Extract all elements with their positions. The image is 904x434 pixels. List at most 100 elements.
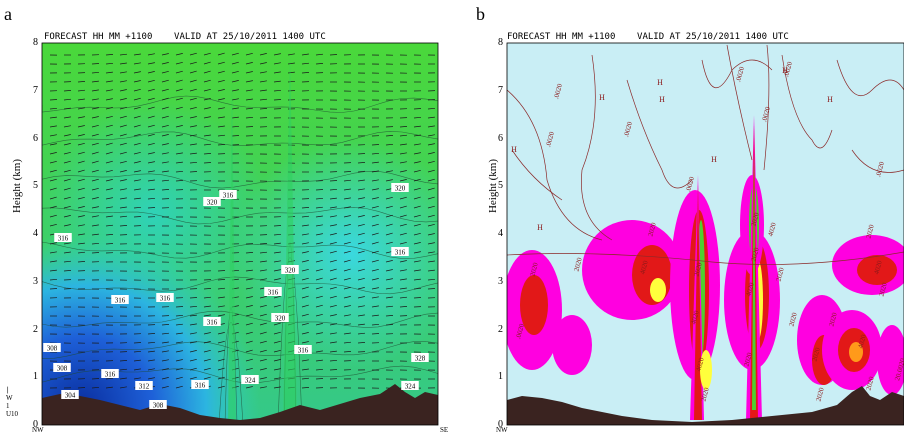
wind-arrow (343, 277, 351, 281)
wind-arrow (91, 107, 99, 110)
wind-arrow (259, 80, 267, 83)
wind-arrow (147, 197, 156, 200)
wind-arrow (63, 215, 71, 218)
wind-arrow (371, 144, 380, 146)
wind-arrow (119, 206, 127, 209)
wind-arrow (413, 143, 421, 146)
panel-b: b FORECAST HH MM +1100 VALID AT 25/10/20… (452, 0, 904, 434)
wind-arrow (329, 268, 337, 272)
wind-arrow (217, 89, 225, 92)
contour-label-bg (294, 345, 312, 354)
wind-arrow (413, 287, 422, 290)
wind-arrow (175, 53, 183, 56)
wind-arrow (273, 304, 281, 308)
wind-arrow (245, 287, 253, 290)
wind-arrow (217, 116, 225, 119)
wind-arrow (105, 188, 113, 191)
wind-arrow (343, 171, 352, 173)
wind-arrow (343, 197, 351, 200)
wind-arrow (77, 98, 85, 101)
wind-arrow (189, 297, 198, 299)
wind-legend: ∣ W 1 U10 (6, 386, 18, 418)
wind-arrow (77, 107, 85, 110)
wind-arrow (63, 125, 71, 128)
wind-arrow (203, 143, 212, 146)
wind-arrow (77, 142, 85, 146)
wind-arrow (105, 243, 114, 245)
wind-arrow (147, 124, 155, 128)
wind-arrow (77, 251, 86, 254)
contour-label-bg (241, 375, 259, 384)
wind-arrow (161, 359, 169, 362)
wind-arrow (315, 268, 323, 272)
wind-arrow (413, 251, 421, 254)
wind-arrow (385, 324, 394, 326)
contour-label: 20.0020 (893, 357, 904, 382)
wind-arrow (133, 88, 141, 92)
y-tick-label: 1 (498, 371, 503, 383)
y-tick-label: 0 (498, 419, 503, 430)
precip-region (700, 350, 712, 390)
contour-label: .0020 (622, 120, 634, 138)
wind-arrow (385, 232, 393, 236)
wind-arrow (385, 143, 394, 146)
wind-arrow (175, 170, 184, 173)
wind-arrow (161, 189, 170, 191)
wind-arrow (147, 97, 155, 101)
wind-arrow (315, 242, 323, 245)
wind-arrow (189, 143, 197, 146)
wind-arrow (133, 161, 141, 164)
wind-arrow (385, 278, 393, 281)
wind-arrow (203, 162, 212, 164)
wind-arrow (49, 288, 58, 290)
wind-arrow (105, 160, 113, 164)
contour-label: 320 (285, 267, 296, 275)
wind-arrow (77, 187, 85, 191)
wind-arrow (301, 251, 309, 254)
wind-arrow (231, 107, 239, 110)
wind-arrow (49, 99, 58, 101)
wind-arrow (245, 269, 253, 272)
wind-arrow (147, 142, 155, 146)
precip-column (694, 185, 702, 420)
wind-arrow (77, 261, 86, 263)
wind-arrow (259, 53, 267, 56)
wind-arrow (133, 62, 141, 65)
precip-region (857, 255, 897, 285)
y-tick-label: 2 (498, 323, 503, 335)
wind-arrow (203, 367, 211, 371)
wind-arrow (385, 196, 393, 200)
wind-arrow (301, 62, 310, 65)
wind-arrow (301, 295, 309, 299)
wind-arrow (63, 251, 71, 254)
panel-label: b (476, 4, 485, 24)
wind-arrow (315, 251, 323, 254)
wind-arrow (133, 342, 142, 344)
wind-arrow (329, 304, 337, 308)
contour-label-bg (43, 343, 61, 352)
wind-arrow (329, 224, 337, 227)
wind-arrow (329, 369, 338, 371)
terrain (507, 386, 904, 425)
wind-arrow (161, 332, 170, 335)
wind-arrow (161, 53, 169, 56)
wind-arrow (217, 70, 225, 74)
wind-arrow (147, 170, 155, 173)
contour-label: 4020 (872, 259, 883, 275)
wind-arrow (301, 286, 309, 290)
contour-line (851, 149, 904, 173)
wind-arrow (119, 151, 127, 155)
wind-arrow (49, 178, 57, 182)
wind-arrow (91, 151, 99, 155)
wind-arrow (413, 214, 421, 218)
wind-arrow (91, 197, 99, 200)
wind-arrow (63, 260, 72, 263)
contour-label: 320 (207, 199, 218, 207)
wind-arrow (133, 106, 141, 110)
wind-arrow (189, 305, 198, 308)
contour-label: 2020 (877, 281, 888, 297)
wind-arrow (315, 63, 324, 65)
contour-label: 316 (268, 289, 279, 297)
wind-arrow (77, 215, 85, 218)
wind-arrow (315, 206, 323, 209)
